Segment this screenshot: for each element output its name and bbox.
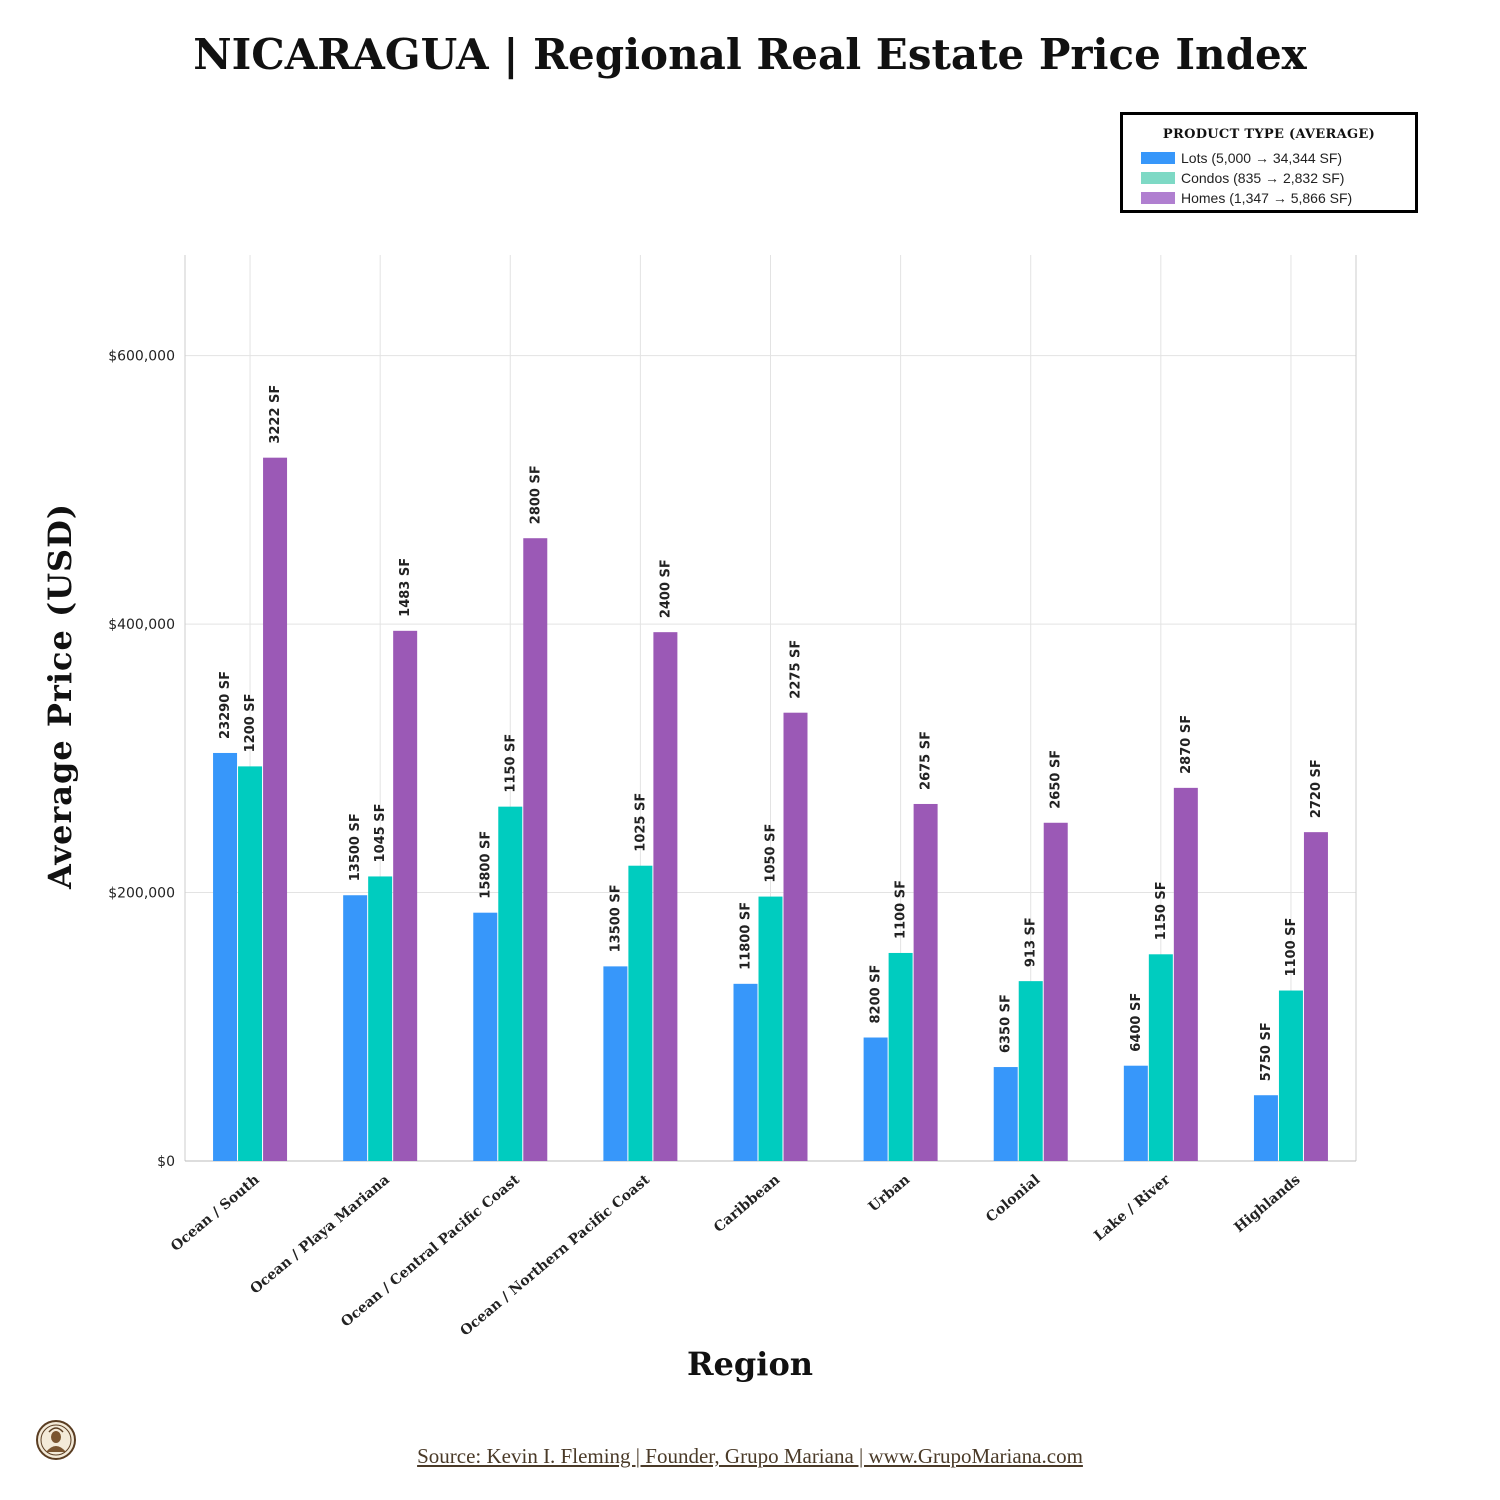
x-tick-label: Ocean / Playa Mariana <box>247 1172 392 1298</box>
bar-homes <box>263 457 288 1162</box>
bar-homes <box>1303 832 1328 1161</box>
bar-data-label: 2800 SF <box>528 465 543 524</box>
bar-lots <box>1123 1065 1148 1161</box>
bar-lots <box>473 912 498 1161</box>
legend-label-condos: Condos (835 → 2,832 SF) <box>1181 170 1345 186</box>
bar-lots <box>733 983 758 1161</box>
legend-swatch-condos <box>1141 172 1175 184</box>
source-link[interactable]: Source: Kevin I. Fleming | Founder, Grup… <box>417 1444 1083 1468</box>
bar-data-label: 1025 SF <box>633 793 648 852</box>
bar-homes <box>783 712 808 1161</box>
chart-title: NICARAGUA | Regional Real Estate Price I… <box>193 30 1307 79</box>
bar-data-label: 1100 SF <box>894 880 909 939</box>
bar-data-label: 1200 SF <box>243 693 258 752</box>
y-tick-label: $600,000 <box>108 349 175 365</box>
bar-data-label: 913 SF <box>1024 917 1039 967</box>
bar-data-label: 2870 SF <box>1179 715 1194 774</box>
bar-data-label: 5750 SF <box>1259 1022 1274 1081</box>
bar-homes <box>393 630 418 1161</box>
legend-item-condos: Condos (835 → 2,832 SF) <box>1141 169 1344 187</box>
bar-data-label: 3222 SF <box>268 385 283 444</box>
legend-swatch-lots <box>1141 152 1175 164</box>
x-tick-label: Highlands <box>1231 1172 1303 1236</box>
x-axis-label: Region <box>686 1345 814 1383</box>
x-tick-label: Lake / River <box>1091 1171 1174 1244</box>
bar-data-label: 1150 SF <box>503 734 518 793</box>
bar-data-label: 15800 SF <box>478 831 493 899</box>
bar-data-label: 13500 SF <box>608 884 623 952</box>
bar-condos <box>628 865 653 1161</box>
bar-condos <box>1018 981 1043 1161</box>
bar-lots <box>863 1037 888 1161</box>
bar-data-label: 2400 SF <box>658 559 673 618</box>
legend-item-homes: Homes (1,347 → 5,866 SF) <box>1141 189 1352 207</box>
bar-data-label: 1100 SF <box>1284 918 1299 977</box>
legend-title: PRODUCT TYPE (AVERAGE) <box>1162 127 1376 142</box>
bar-homes <box>653 632 678 1161</box>
bar-data-label: 2275 SF <box>789 640 804 699</box>
bar-data-label: 1050 SF <box>764 824 779 883</box>
bar-condos <box>1278 990 1303 1161</box>
x-tick-label: Urban <box>866 1172 914 1216</box>
bar-data-label: 2675 SF <box>919 731 934 790</box>
bar-lots <box>993 1067 1018 1161</box>
bar-data-label: 2650 SF <box>1049 750 1064 809</box>
y-tick-label: $0 <box>157 1154 175 1170</box>
bar-data-label: 6400 SF <box>1129 993 1144 1052</box>
x-tick-label: Colonial <box>983 1172 1043 1226</box>
bar-lots <box>603 966 628 1161</box>
bar-data-label: 1483 SF <box>398 558 413 617</box>
bar-data-label: 8200 SF <box>869 965 884 1024</box>
legend-label-lots: Lots (5,000 → 34,344 SF) <box>1181 150 1343 166</box>
bar-homes <box>1173 787 1198 1161</box>
legend-item-lots: Lots (5,000 → 34,344 SF) <box>1141 149 1342 167</box>
legend-label-homes: Homes (1,347 → 5,866 SF) <box>1181 190 1353 206</box>
x-tick-label: Caribbean <box>711 1172 783 1236</box>
legend-swatch-homes <box>1141 192 1175 204</box>
legend: PRODUCT TYPE (AVERAGE) Lots (5,000 → 34,… <box>1120 112 1418 213</box>
bar-lots <box>213 752 238 1161</box>
y-tick-label: $400,000 <box>108 617 175 633</box>
bar-data-label: 23290 SF <box>218 671 233 739</box>
bar-condos <box>1148 954 1173 1161</box>
x-tick-label: Ocean / South <box>168 1172 263 1255</box>
bar-data-label: 11800 SF <box>739 902 754 970</box>
bar-condos <box>238 766 263 1161</box>
bar-condos <box>758 896 783 1161</box>
bar-condos <box>888 952 913 1161</box>
bar-data-label: 13500 SF <box>348 813 363 881</box>
bar-homes <box>1043 822 1068 1161</box>
bar-data-label: 1150 SF <box>1154 881 1169 940</box>
bar-homes <box>523 538 548 1161</box>
bar-condos <box>498 806 523 1161</box>
y-tick-label: $200,000 <box>108 886 175 902</box>
bar-lots <box>1253 1095 1278 1161</box>
bar-homes <box>913 803 938 1161</box>
bar-data-label: 2720 SF <box>1309 759 1324 818</box>
bar-lots <box>343 895 368 1161</box>
bar-data-label: 1045 SF <box>373 803 388 862</box>
source-footer[interactable]: Source: Kevin I. Fleming | Founder, Grup… <box>0 1444 1500 1469</box>
bar-condos <box>368 876 393 1161</box>
bar-data-label: 6350 SF <box>999 994 1014 1053</box>
grupo-mariana-logo <box>36 1420 76 1460</box>
